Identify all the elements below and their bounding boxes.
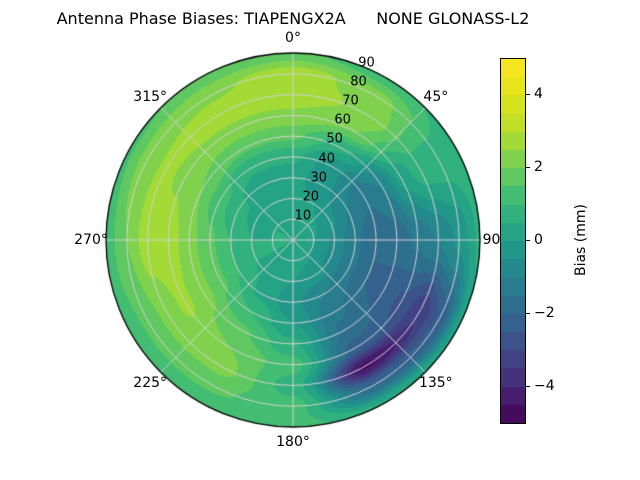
colorbar-tick-mark xyxy=(526,385,530,387)
radial-tick-50: 50 xyxy=(326,131,343,147)
angular-tick-45: 45° xyxy=(423,89,449,106)
radial-tick-80: 80 xyxy=(350,74,367,90)
radial-tick-90: 90 xyxy=(358,55,375,71)
angular-tick-135: 135° xyxy=(418,374,453,391)
colorbar-tick-mark xyxy=(526,94,530,96)
radial-tick-20: 20 xyxy=(302,189,320,205)
angular-tick-225: 225° xyxy=(133,374,168,391)
colorbar-tick-mark xyxy=(526,240,530,241)
colorbar-axis-label: Bias (mm) xyxy=(573,203,589,277)
radial-tick-30: 30 xyxy=(310,170,328,186)
colorbar-tick-mark xyxy=(526,312,530,314)
colorbar-tick-0: 0 xyxy=(534,232,543,248)
radial-tick-70: 70 xyxy=(342,93,359,109)
colorbar-gradient xyxy=(500,58,526,424)
chart-title: Antenna Phase Biases: TIAPENGX2A NONE GL… xyxy=(56,9,530,28)
radial-tick-10: 10 xyxy=(294,208,312,224)
colorbar-tick--4: −4 xyxy=(534,377,555,394)
colorbar-tick-mark xyxy=(526,167,530,169)
angular-tick-180: 180° xyxy=(276,434,310,450)
colorbar xyxy=(500,58,526,424)
radial-tick-40: 40 xyxy=(318,151,335,167)
colorbar-tick-4: 4 xyxy=(534,86,543,103)
angular-tick-0: 0° xyxy=(285,30,301,46)
polar-contour-plot xyxy=(103,50,483,430)
colorbar-tick-2: 2 xyxy=(534,159,543,176)
colorbar-tick--2: −2 xyxy=(534,304,555,321)
angular-tick-270: 270° xyxy=(74,232,108,248)
angular-tick-315: 315° xyxy=(133,89,168,106)
radial-tick-60: 60 xyxy=(334,112,351,128)
